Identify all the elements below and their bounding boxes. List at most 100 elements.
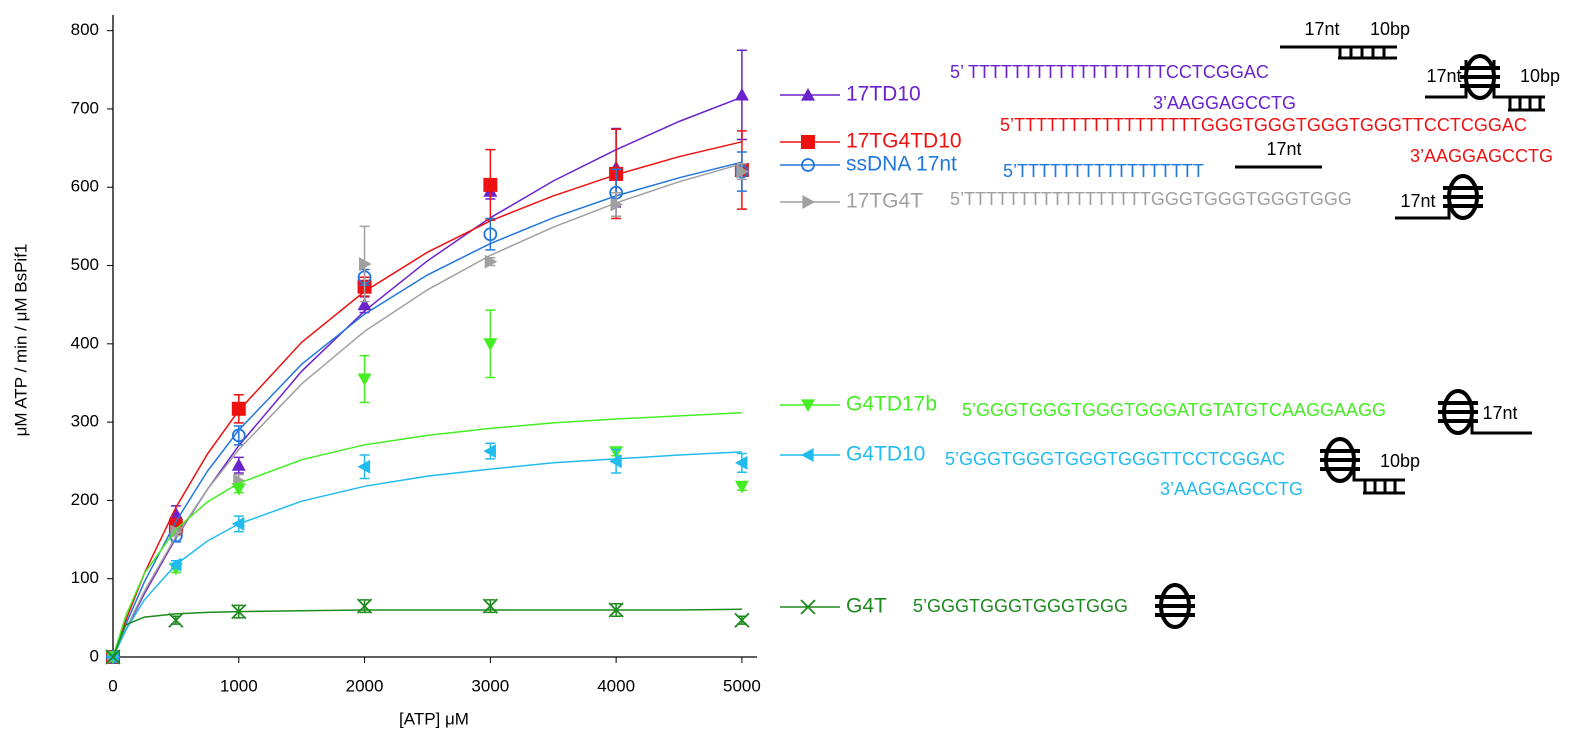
marker: [482, 598, 498, 614]
sequence-label: 5’GGGTGGGTGGGTGGG: [913, 596, 1128, 616]
x-tick-label: 4000: [597, 676, 635, 695]
series: [107, 163, 749, 664]
series: [106, 151, 749, 664]
legend-marker: [801, 135, 815, 149]
legend-marker: [800, 599, 816, 615]
diagram-label: 17nt: [1266, 139, 1301, 159]
series: [106, 128, 749, 664]
sequence-label: 5’TTTTTTTTTTTTTTTTTGGGTGGGTGGGTGGG: [950, 189, 1352, 209]
diagram-label: 17nt: [1482, 403, 1517, 423]
marker: [734, 480, 749, 494]
x-tick-label: 2000: [346, 676, 384, 695]
series: [105, 598, 750, 665]
legend-marker: [802, 195, 815, 209]
sequence-label: 3’AAGGAGCCTG: [1410, 146, 1553, 166]
fit-curve: [112, 163, 743, 658]
fit-curve: [112, 141, 743, 658]
diagram-label: 10bp: [1370, 19, 1410, 39]
y-tick-label: 500: [71, 255, 99, 274]
x-tick-label: 1000: [220, 676, 258, 695]
axes: [112, 15, 757, 658]
fit-curve: [112, 411, 742, 658]
marker: [483, 177, 498, 192]
diagram-label: 17nt: [1426, 66, 1461, 86]
error-bar: [485, 217, 496, 251]
y-tick-label: 700: [71, 98, 99, 117]
marker: [483, 338, 498, 351]
marker: [610, 197, 624, 212]
sequence-label: 3’AAGGAGCCTG: [1153, 93, 1296, 113]
marker: [170, 524, 183, 539]
legend-marker: [801, 158, 815, 172]
marker: [231, 401, 246, 416]
y-tick-label: 0: [90, 646, 99, 665]
marker: [736, 164, 749, 179]
series: [106, 309, 749, 664]
series: [106, 442, 748, 664]
marker: [231, 428, 246, 443]
sequence-label: 3’AAGGAGCCTG: [1160, 479, 1303, 499]
marker: [734, 612, 750, 628]
legend-label: G4T: [846, 595, 887, 618]
marker: [484, 254, 498, 269]
marker: [168, 612, 184, 628]
legend-item: ssDNA 17nt: [780, 153, 957, 176]
legend-marker: [801, 448, 814, 462]
diagrams: [1153, 45, 1545, 629]
marker: [168, 557, 182, 572]
marker: [231, 483, 246, 496]
diagram-label: 17nt: [1304, 19, 1339, 39]
sequence-label: 5’TTTTTTTTTTTTTTTTT: [1003, 161, 1204, 181]
legend-item: G4TD10: [780, 443, 925, 466]
y-tick-label: 400: [71, 333, 99, 352]
legend-label: 17TD10: [846, 83, 921, 106]
legend-label: 17TG4T: [846, 190, 923, 213]
marker: [105, 649, 121, 665]
marker: [356, 598, 373, 614]
marker: [231, 458, 246, 471]
series: [106, 49, 749, 663]
legend-item: G4T: [780, 595, 887, 618]
y-tick-label: 800: [71, 20, 99, 39]
y-tick-label: 300: [71, 412, 99, 431]
fit-curve: [112, 451, 742, 658]
diagram-label: 10bp: [1520, 66, 1560, 86]
fit-curve: [112, 161, 743, 658]
fit-curve: [112, 96, 743, 658]
marker: [357, 373, 372, 387]
diagram-label: 10bp: [1380, 451, 1420, 471]
marker: [483, 444, 496, 459]
sequence-label: 5’ TTTTTTTTTTTTTTTTTTCCTCGGAC: [950, 62, 1269, 82]
marker: [231, 603, 247, 620]
x-tick-label: 0: [108, 676, 117, 695]
marker: [734, 87, 749, 101]
diagram-label: 17nt: [1400, 191, 1435, 211]
x-tick-label: 3000: [471, 676, 509, 695]
legend-item: 17TG4T: [780, 190, 923, 213]
sequence-label: 5’GGGTGGGTGGGTGGGTTCCTCGGAC: [945, 449, 1285, 469]
legend-marker: [801, 399, 815, 412]
legend-label: G4TD17b: [846, 393, 937, 416]
x-axis-label: [ATP] μM: [399, 709, 469, 728]
marker: [609, 454, 622, 469]
y-axis-label: μM ATP / min / μM BsPif1: [11, 244, 30, 437]
y-tick-label: 200: [71, 490, 99, 509]
y-tick-label: 600: [71, 177, 99, 196]
marker: [357, 297, 372, 311]
legend-label: 17TG4TD10: [846, 130, 962, 153]
marker: [483, 227, 498, 242]
legend-marker: [801, 88, 815, 101]
sequence-label: 5’TTTTTTTTTTTTTTTTTGGGTGGGTGGGTGGGTTCCTC…: [1000, 115, 1527, 135]
sequence-label: 5’GGGTGGGTGGGTGGGATGTATGTCAAGGAAGG: [962, 400, 1386, 420]
legend-item: G4TD17b: [780, 393, 937, 416]
legend-item: 17TD10: [780, 83, 921, 106]
marker: [734, 455, 748, 470]
marker: [358, 256, 372, 271]
y-tick-label: 100: [71, 568, 99, 587]
legend-label: ssDNA 17nt: [846, 153, 957, 176]
legend-item: 17TG4TD10: [780, 130, 962, 153]
fit-curve: [112, 608, 742, 658]
marker: [357, 459, 371, 474]
